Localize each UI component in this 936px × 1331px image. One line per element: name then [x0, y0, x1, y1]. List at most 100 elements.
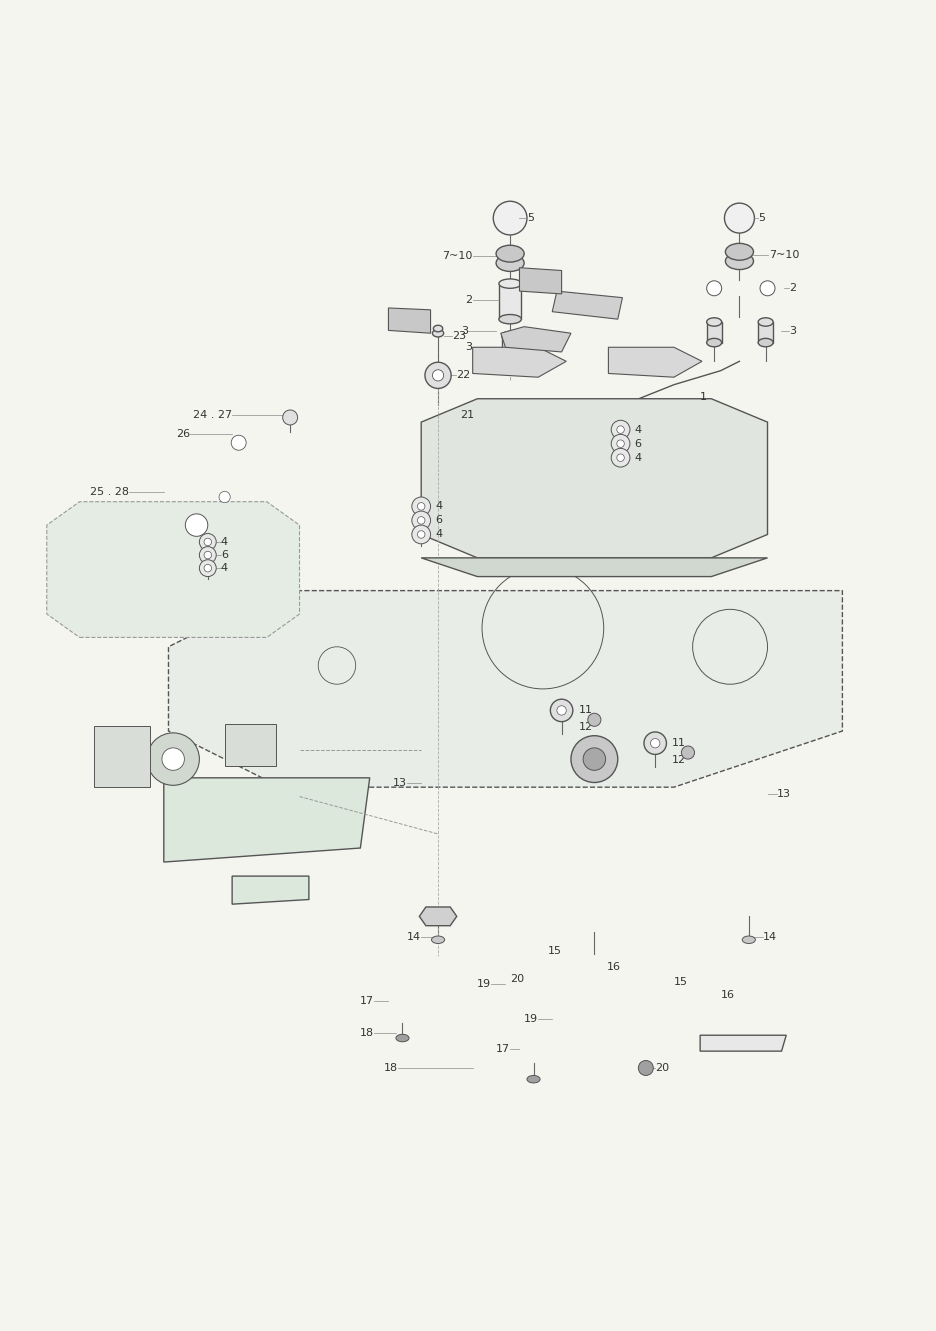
- Ellipse shape: [396, 1034, 409, 1042]
- Text: 20: 20: [510, 974, 524, 984]
- Text: 24 . 27: 24 . 27: [193, 410, 232, 419]
- Polygon shape: [501, 326, 571, 351]
- Circle shape: [417, 503, 425, 510]
- Ellipse shape: [527, 1075, 540, 1083]
- Text: 15: 15: [548, 946, 562, 956]
- Text: 4: 4: [635, 425, 642, 435]
- Text: 3: 3: [789, 326, 796, 337]
- Polygon shape: [421, 399, 768, 558]
- Circle shape: [219, 491, 230, 503]
- Circle shape: [283, 410, 298, 425]
- Text: 16: 16: [721, 990, 735, 1000]
- Ellipse shape: [496, 245, 524, 262]
- Ellipse shape: [707, 338, 722, 347]
- Polygon shape: [519, 268, 562, 294]
- Ellipse shape: [433, 325, 443, 331]
- Text: 18: 18: [384, 1063, 398, 1073]
- Text: 22: 22: [456, 370, 470, 381]
- Circle shape: [588, 713, 601, 727]
- Bar: [707, 322, 722, 342]
- Text: 25 . 28: 25 . 28: [90, 487, 129, 498]
- Circle shape: [231, 435, 246, 450]
- Circle shape: [162, 748, 184, 771]
- Text: 3: 3: [461, 326, 468, 337]
- Text: 21: 21: [461, 410, 475, 419]
- Polygon shape: [700, 1036, 786, 1051]
- Text: 11: 11: [672, 739, 686, 748]
- Text: 18: 18: [360, 1029, 374, 1038]
- Polygon shape: [232, 876, 309, 904]
- Circle shape: [571, 736, 618, 783]
- Text: 26: 26: [176, 430, 190, 439]
- Polygon shape: [164, 777, 370, 862]
- Text: 12: 12: [672, 755, 686, 765]
- Polygon shape: [421, 558, 768, 576]
- Text: 4: 4: [435, 502, 443, 511]
- Text: 13: 13: [393, 777, 407, 788]
- Circle shape: [681, 745, 695, 759]
- Ellipse shape: [502, 355, 519, 365]
- Circle shape: [550, 699, 573, 721]
- Circle shape: [493, 201, 527, 236]
- Text: 19: 19: [524, 1014, 538, 1025]
- Circle shape: [611, 434, 630, 453]
- Polygon shape: [47, 502, 300, 638]
- Text: 14: 14: [763, 932, 777, 942]
- Ellipse shape: [432, 330, 444, 337]
- Ellipse shape: [499, 314, 521, 323]
- Bar: [499, 284, 521, 319]
- Ellipse shape: [725, 244, 753, 261]
- Circle shape: [412, 511, 431, 530]
- Ellipse shape: [742, 936, 755, 944]
- Text: 20: 20: [655, 1063, 669, 1073]
- Text: 6: 6: [221, 550, 227, 560]
- Text: 6: 6: [635, 439, 641, 449]
- Ellipse shape: [496, 254, 524, 272]
- Polygon shape: [388, 307, 431, 333]
- Ellipse shape: [502, 331, 519, 341]
- Circle shape: [617, 454, 624, 462]
- Circle shape: [412, 496, 431, 515]
- Text: 17: 17: [496, 1045, 510, 1054]
- Circle shape: [617, 426, 624, 434]
- Text: 2: 2: [465, 295, 473, 305]
- Circle shape: [617, 441, 624, 447]
- Circle shape: [199, 534, 216, 551]
- Circle shape: [432, 370, 444, 381]
- Text: 12: 12: [578, 723, 592, 732]
- Text: 4: 4: [635, 453, 642, 463]
- Text: 13: 13: [777, 789, 791, 799]
- Circle shape: [644, 732, 666, 755]
- Text: 7~10: 7~10: [769, 250, 799, 260]
- Ellipse shape: [431, 936, 445, 944]
- Text: 7~10: 7~10: [443, 252, 473, 261]
- Bar: [758, 322, 773, 342]
- Ellipse shape: [758, 338, 773, 347]
- Ellipse shape: [707, 318, 722, 326]
- Text: 2: 2: [789, 284, 797, 293]
- Text: 4: 4: [221, 536, 228, 547]
- Circle shape: [204, 538, 212, 546]
- Circle shape: [638, 1061, 653, 1075]
- Circle shape: [611, 421, 630, 439]
- Text: 4: 4: [221, 563, 228, 574]
- Circle shape: [583, 748, 606, 771]
- Polygon shape: [168, 591, 842, 787]
- Bar: [225, 724, 276, 765]
- Circle shape: [651, 739, 660, 748]
- Text: 5: 5: [527, 213, 534, 224]
- Circle shape: [724, 204, 754, 233]
- Circle shape: [557, 705, 566, 715]
- Text: 5: 5: [758, 213, 765, 224]
- Polygon shape: [419, 906, 457, 925]
- Circle shape: [417, 531, 425, 538]
- Ellipse shape: [758, 318, 773, 326]
- Text: 19: 19: [477, 978, 491, 989]
- Text: 17: 17: [360, 996, 374, 1006]
- Ellipse shape: [499, 280, 521, 289]
- Circle shape: [707, 281, 722, 295]
- Text: 23: 23: [452, 331, 466, 341]
- Polygon shape: [552, 291, 622, 319]
- Circle shape: [425, 362, 451, 389]
- Polygon shape: [608, 347, 702, 377]
